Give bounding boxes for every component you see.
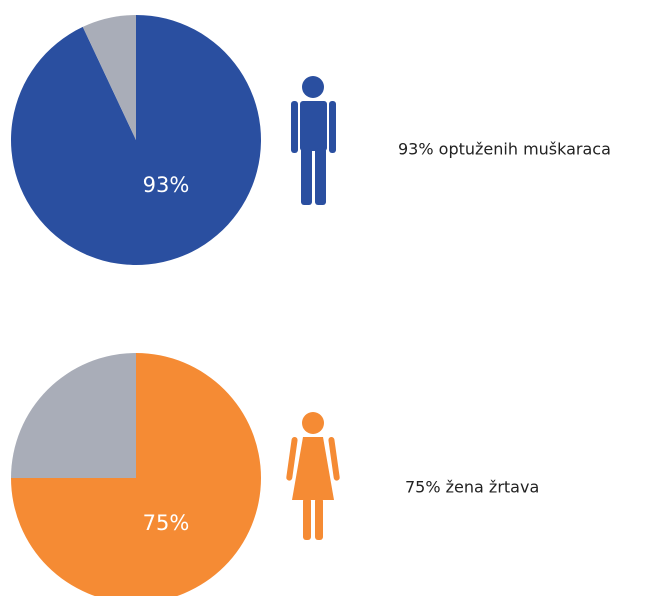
- slice-label: 93%: [143, 173, 190, 197]
- annotation: 93% optuženih muškaraca: [398, 140, 611, 159]
- slice-label: 75%: [143, 511, 190, 535]
- woman-icon: [286, 412, 340, 540]
- pie-slice: [82, 15, 136, 140]
- man-icon: [291, 76, 336, 205]
- annotation: 75% žena žrtava: [405, 478, 539, 497]
- pie-slice: [11, 353, 261, 596]
- pie-slice: [11, 353, 136, 478]
